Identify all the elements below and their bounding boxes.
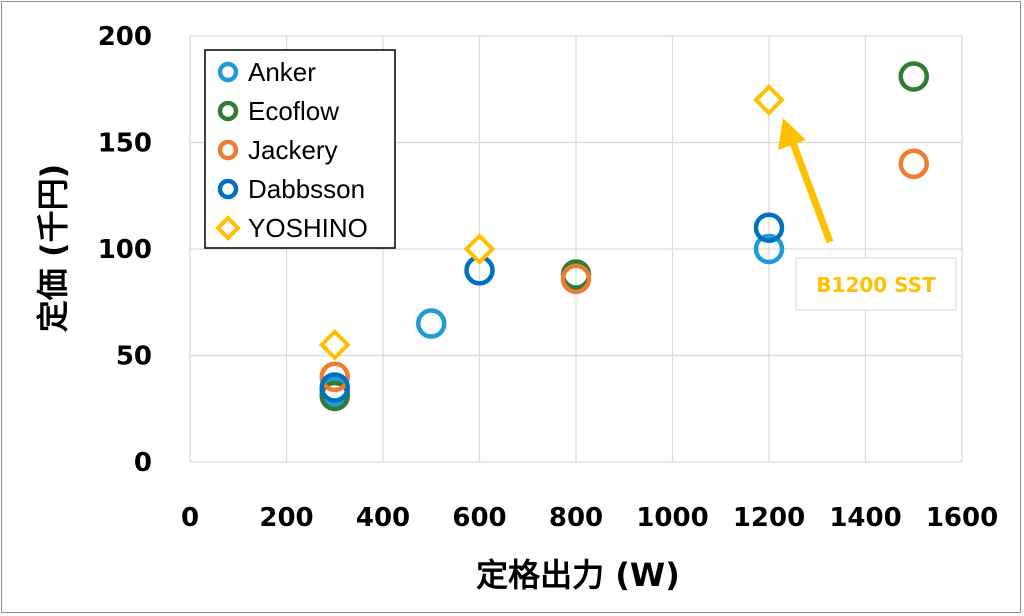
data-point	[463, 233, 496, 265]
legend-marker	[217, 100, 239, 122]
data-point	[319, 361, 350, 393]
x-tick-label: 1400	[829, 503, 901, 533]
data-points	[318, 61, 929, 412]
x-tick-label: 800	[549, 503, 603, 533]
data-point	[319, 380, 350, 412]
x-tick-label: 1600	[926, 503, 998, 533]
legend-label: Ecoflow	[248, 96, 339, 126]
legend-marker	[217, 61, 239, 83]
data-point	[753, 212, 785, 243]
annotation: B1200 SST	[778, 118, 957, 311]
legend-label: YOSHINO	[248, 213, 368, 243]
y-axis-title: 定価 (千円)	[34, 164, 72, 332]
x-tick-label: 200	[259, 503, 313, 533]
x-tick-label: 1000	[636, 503, 708, 533]
y-tick-label: 50	[116, 342, 152, 372]
x-tick-label: 0	[181, 503, 199, 533]
data-point	[560, 263, 592, 295]
legend: Anker Ecoflow Jackery Dabbsson YOSHINO	[204, 49, 396, 249]
y-tick-label: 150	[98, 129, 152, 159]
y-tick-label: 0	[134, 448, 152, 478]
legend-marker	[215, 215, 241, 241]
x-tick-labels: 0 200 400 600 800 1000 1200 1400 1600	[181, 503, 998, 533]
x-axis-title: 定格出力 (W)	[476, 556, 680, 594]
series-jackery	[319, 148, 929, 393]
annotation-label: B1200 SST	[816, 273, 936, 297]
data-point	[753, 84, 785, 116]
data-point	[416, 308, 447, 339]
data-point	[898, 148, 929, 180]
annotation-arrow	[788, 138, 834, 244]
legend-label: Jackery	[248, 135, 338, 165]
y-tick-labels: 0 50 100 150 200	[98, 22, 152, 478]
x-tick-label: 600	[452, 503, 506, 533]
legend-marker	[217, 139, 239, 161]
x-tick-label: 1200	[733, 503, 805, 533]
data-point	[753, 233, 785, 265]
data-point	[898, 61, 929, 92]
data-point	[318, 329, 351, 361]
data-point	[319, 372, 350, 403]
legend-marker	[217, 178, 239, 200]
legend-label: Anker	[248, 57, 316, 87]
series-ecoflow	[319, 61, 929, 412]
annotation-arrow-head	[778, 118, 806, 150]
y-tick-label: 200	[98, 22, 152, 52]
series-yoshino	[318, 84, 785, 361]
x-tick-label: 400	[356, 503, 410, 533]
legend-label: Dabbsson	[248, 174, 365, 204]
series-anker	[319, 233, 785, 407]
annotation-box	[795, 257, 957, 311]
y-tick-label: 100	[98, 235, 152, 265]
